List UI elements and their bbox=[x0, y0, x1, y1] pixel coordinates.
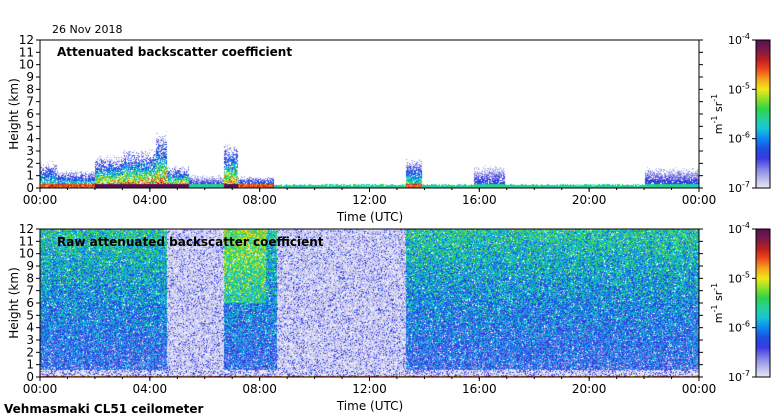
x-tick-label: 20:00 bbox=[572, 193, 607, 207]
y-tick-label: 4 bbox=[26, 132, 34, 146]
panel-attenuated: Attenuated backscatter coefficient 01234… bbox=[7, 32, 771, 224]
colorbar-tick-label: 10-6 bbox=[728, 320, 750, 335]
y-tick-label: 11 bbox=[19, 234, 34, 248]
y-tick-label: 4 bbox=[26, 321, 34, 335]
y-tick-label: 6 bbox=[26, 107, 34, 121]
x-axis-label: Time (UTC) bbox=[336, 399, 403, 413]
backscatter-heatmap bbox=[40, 40, 699, 188]
y-tick-label: 8 bbox=[26, 271, 34, 285]
colorbar-tick-label: 10-7 bbox=[728, 180, 750, 195]
y-tick-label: 6 bbox=[26, 296, 34, 310]
colorbar-tick-label: 10-6 bbox=[728, 131, 750, 146]
x-tick-label: 20:00 bbox=[572, 382, 607, 396]
y-tick-label: 5 bbox=[26, 308, 34, 322]
heatmap-raw bbox=[40, 229, 699, 377]
x-tick-label: 12:00 bbox=[352, 382, 387, 396]
colorbar-tick-label: 10-5 bbox=[728, 270, 750, 285]
y-tick-label: 11 bbox=[19, 45, 34, 59]
x-axis-label: Time (UTC) bbox=[336, 210, 403, 224]
y-tick-label: 9 bbox=[26, 259, 34, 273]
y-axis-label: Height (km) bbox=[7, 267, 21, 338]
colorbar-tick-label: 10-4 bbox=[728, 32, 750, 47]
panel-title: Attenuated backscatter coefficient bbox=[57, 45, 292, 59]
heatmap-attenuated bbox=[40, 40, 699, 188]
y-tick-label: 7 bbox=[26, 95, 34, 109]
x-tick-label: 00:00 bbox=[682, 193, 717, 207]
backscatter-heatmap bbox=[40, 229, 699, 377]
y-tick-label: 10 bbox=[19, 58, 34, 72]
x-tick-label: 04:00 bbox=[133, 382, 168, 396]
y-tick-label: 1 bbox=[26, 358, 34, 372]
x-tick-label: 04:00 bbox=[133, 193, 168, 207]
panel-title: Raw attenuated backscatter coefficient bbox=[57, 235, 324, 249]
colorbar-scale bbox=[755, 39, 771, 189]
x-tick-label: 00:00 bbox=[23, 193, 58, 207]
x-tick-label: 00:00 bbox=[23, 382, 58, 396]
y-tick-label: 9 bbox=[26, 70, 34, 84]
colorbar-tick-label: 10-7 bbox=[728, 369, 750, 384]
colorbar-label: m-1 sr-1 bbox=[710, 283, 725, 323]
x-tick-label: 16:00 bbox=[462, 193, 497, 207]
x-tick-label: 16:00 bbox=[462, 382, 497, 396]
x-tick-label: 08:00 bbox=[242, 193, 277, 207]
y-tick-label: 0 bbox=[26, 181, 34, 195]
colorbar-scale bbox=[755, 228, 771, 378]
colorbar-tick-label: 10-5 bbox=[728, 81, 750, 96]
y-tick-label: 8 bbox=[26, 82, 34, 96]
panel-raw: Raw attenuated backscatter coefficient 0… bbox=[7, 221, 771, 413]
y-tick-label: 1 bbox=[26, 169, 34, 183]
colorbar-attenuated: 10-7 10-6 10-5 10-4 m-1 sr-1 bbox=[710, 32, 771, 195]
y-tick-label: 2 bbox=[26, 156, 34, 170]
y-tick-label: 5 bbox=[26, 119, 34, 133]
y-tick-label: 2 bbox=[26, 345, 34, 359]
y-tick-label: 3 bbox=[26, 144, 34, 158]
x-tick-label: 12:00 bbox=[352, 193, 387, 207]
colorbar-label: m-1 sr-1 bbox=[710, 94, 725, 134]
y-tick-label: 0 bbox=[26, 370, 34, 384]
date-label: 26 Nov 2018 bbox=[52, 23, 122, 36]
y-tick-label: 3 bbox=[26, 333, 34, 347]
instrument-label: Vehmasmaki CL51 ceilometer bbox=[4, 402, 204, 416]
x-tick-label: 00:00 bbox=[682, 382, 717, 396]
colorbar-tick-label: 10-4 bbox=[728, 221, 750, 236]
colorbar-raw: 10-7 10-6 10-5 10-4 m-1 sr-1 bbox=[710, 221, 771, 384]
y-tick-label: 12 bbox=[19, 33, 34, 47]
y-axis-label: Height (km) bbox=[7, 78, 21, 149]
y-tick-label: 10 bbox=[19, 247, 34, 261]
x-tick-label: 08:00 bbox=[242, 382, 277, 396]
y-tick-label: 12 bbox=[19, 222, 34, 236]
y-tick-label: 7 bbox=[26, 284, 34, 298]
